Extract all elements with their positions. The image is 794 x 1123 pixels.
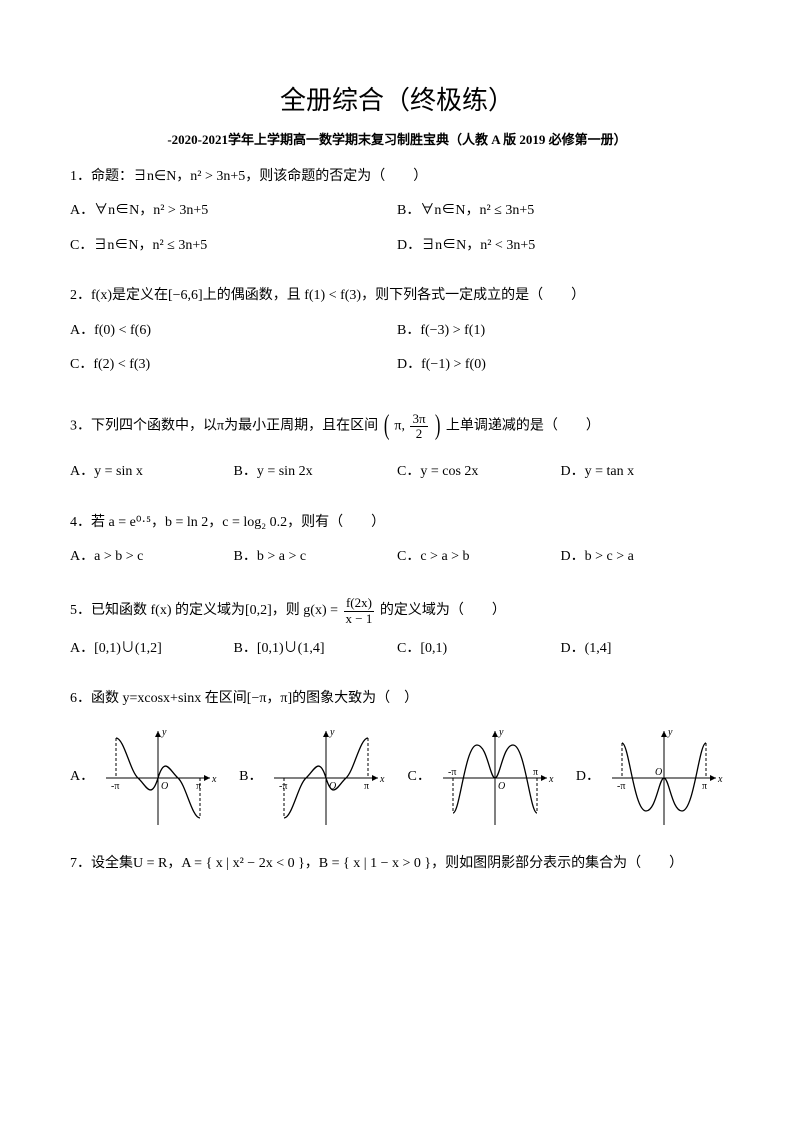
svg-text:-π: -π <box>617 781 625 792</box>
q5-option-a: A．[0,1)∪(1,2] <box>70 638 234 660</box>
q2-option-a: A．f(0) < f(6) <box>70 320 397 342</box>
q2-option-c: C．f(2) < f(3) <box>70 354 397 376</box>
q1-stem: 1．命题：∃n∈N，n² > 3n+5，则该命题的否定为（ ） <box>70 166 724 188</box>
q2-stem: 2．f(x)是定义在[−6,6]上的偶函数，且 f(1) < f(3)，则下列各… <box>70 285 724 307</box>
svg-text:y: y <box>498 727 504 738</box>
q3-option-b: B．y = sin 2x <box>234 461 398 483</box>
page-title: 全册综合（终极练） <box>70 80 724 117</box>
q4-option-c: C．c > a > b <box>397 546 561 568</box>
svg-text:O: O <box>655 767 662 778</box>
q1-option-c: C．∃n∈N，n² ≤ 3n+5 <box>70 235 397 257</box>
question-2: 2．f(x)是定义在[−6,6]上的偶函数，且 f(1) < f(3)，则下列各… <box>70 285 724 388</box>
q4-option-d: D．b > c > a <box>561 546 725 568</box>
q3-frac-num: 3π <box>410 412 427 427</box>
q6-stem: 6．函数 y=xcosx+sinx 在区间[−π，π]的图象大致为（ ） <box>70 688 724 710</box>
svg-text:x: x <box>379 774 385 785</box>
q3-option-a: A．y = sin x <box>70 461 234 483</box>
question-4: 4．若 a = e⁰·⁵，b = ln 2，c = log₂ 0.2，则有（ ）… <box>70 512 724 581</box>
q3-stem-pre: 3．下列四个函数中，以π为最小正周期，且在区间 <box>70 419 378 434</box>
q5-frac-num: f(2x) <box>344 596 375 611</box>
svg-text:y: y <box>161 727 167 738</box>
q5-frac-den: x − 1 <box>344 612 375 626</box>
page-subtitle: -2020-2021学年上学期高一数学期末复习制胜宝典（人教 A 版 2019 … <box>70 129 724 148</box>
svg-text:y: y <box>329 727 335 738</box>
q5-fraction: f(2x) x − 1 <box>344 596 375 626</box>
svg-text:π: π <box>702 781 707 792</box>
q5-stem-pre: 5．已知函数 f(x) 的定义域为[0,2]，则 g(x) = <box>70 603 342 618</box>
svg-text:π: π <box>364 781 369 792</box>
graph-b-svg: x y O -π π <box>266 723 386 833</box>
svg-text:O: O <box>498 781 505 792</box>
q3-option-d: D．y = tan x <box>561 461 725 483</box>
svg-text:-π: -π <box>111 781 119 792</box>
question-1: 1．命题：∃n∈N，n² > 3n+5，则该命题的否定为（ ） A．∀n∈N，n… <box>70 166 724 269</box>
q2-option-b: B．f(−3) > f(1) <box>397 320 724 342</box>
q5-stem-post: 的定义域为（ ） <box>380 603 506 618</box>
q3-fraction: 3π 2 <box>410 412 427 442</box>
left-paren-icon: ( <box>383 404 389 449</box>
q3-stem-post: 上单调递减的是（ ） <box>446 419 600 434</box>
right-paren-icon: ) <box>435 404 441 449</box>
q5-option-b: B．[0,1)∪(1,4] <box>234 638 398 660</box>
graph-c-svg: x y O -π π <box>435 723 555 833</box>
svg-text:-π: -π <box>448 767 456 778</box>
q6-label-c: C． <box>408 766 431 788</box>
question-3: 3．下列四个函数中，以π为最小正周期，且在区间 ( π, 3π 2 ) 上单调递… <box>70 404 724 495</box>
q6-label-b: B． <box>239 766 262 788</box>
graph-d-svg: x y O -π π <box>604 723 724 833</box>
q3-frac-den: 2 <box>410 427 427 441</box>
q6-graph-c: C． x y O -π π <box>408 723 555 833</box>
question-5: 5．已知函数 f(x) 的定义域为[0,2]，则 g(x) = f(2x) x … <box>70 596 724 672</box>
q3-stem: 3．下列四个函数中，以π为最小正周期，且在区间 ( π, 3π 2 ) 上单调递… <box>70 404 724 449</box>
q4-option-b: B．b > a > c <box>234 546 398 568</box>
q6-graph-a: A． x y O -π π <box>70 723 218 833</box>
q1-option-b: B．∀n∈N，n² ≤ 3n+5 <box>397 200 724 222</box>
q5-option-d: D．(1,4] <box>561 638 725 660</box>
question-7: 7．设全集U = R，A = { x | x² − 2x < 0 }，B = {… <box>70 853 724 875</box>
q5-stem: 5．已知函数 f(x) 的定义域为[0,2]，则 g(x) = f(2x) x … <box>70 596 724 626</box>
svg-text:O: O <box>161 781 168 792</box>
q6-graph-d: D． x y O -π π <box>576 723 724 833</box>
svg-text:π: π <box>533 767 538 778</box>
q1-option-d: D．∃n∈N，n² < 3n+5 <box>397 235 724 257</box>
question-6: 6．函数 y=xcosx+sinx 在区间[−π，π]的图象大致为（ ） A． … <box>70 688 724 832</box>
q4-stem: 4．若 a = e⁰·⁵，b = ln 2，c = log₂ 0.2，则有（ ） <box>70 512 724 534</box>
svg-text:x: x <box>548 774 554 785</box>
q6-graphs: A． x y O -π π B． <box>70 723 724 833</box>
q6-graph-b: B． x y O -π π <box>239 723 386 833</box>
q1-option-a: A．∀n∈N，n² > 3n+5 <box>70 200 397 222</box>
svg-text:x: x <box>717 774 723 785</box>
q6-label-d: D． <box>576 766 600 788</box>
svg-text:-π: -π <box>279 781 287 792</box>
q2-option-d: D．f(−1) > f(0) <box>397 354 724 376</box>
q4-option-a: A．a > b > c <box>70 546 234 568</box>
svg-text:y: y <box>667 727 673 738</box>
graph-a-svg: x y O -π π <box>98 723 218 833</box>
svg-text:x: x <box>211 774 217 785</box>
q7-stem: 7．设全集U = R，A = { x | x² − 2x < 0 }，B = {… <box>70 853 724 875</box>
q6-label-a: A． <box>70 766 94 788</box>
q3-option-c: C．y = cos 2x <box>397 461 561 483</box>
q3-interval-left: π, <box>394 419 405 434</box>
q5-option-c: C．[0,1) <box>397 638 561 660</box>
